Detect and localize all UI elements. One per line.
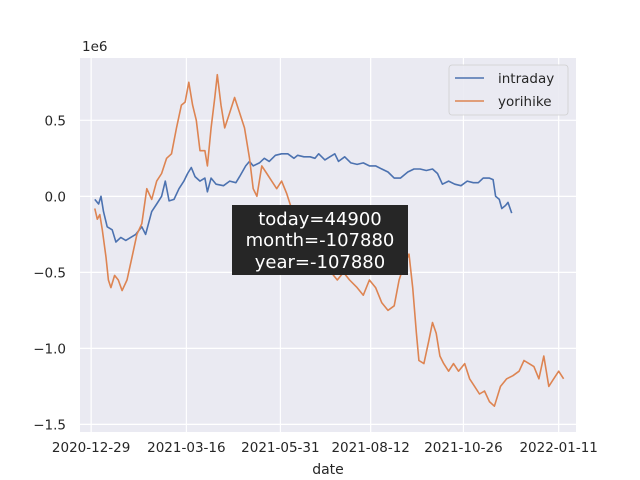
stats-annotation: today=44900 month=-107880 year=-107880 xyxy=(232,205,408,275)
y-tick-label: −0.5 xyxy=(33,265,66,281)
tick-labels: 2020-12-29 2021-03-16 2021-05-31 2021-08-12… xyxy=(33,113,598,456)
x-axis-title: date xyxy=(312,462,344,478)
x-tick-label: 2021-08-12 xyxy=(331,440,409,456)
x-tick-label: 2021-03-16 xyxy=(147,440,225,456)
legend: intraday yorihike xyxy=(448,64,569,116)
annotation-box xyxy=(232,205,408,275)
y-tick-label: −1.5 xyxy=(33,417,66,433)
legend-label-yorihike: yorihike xyxy=(498,94,552,110)
annotation-line-year: year=-107880 xyxy=(255,252,385,273)
y-tick-label: 0.0 xyxy=(45,189,66,205)
x-tick-label: 2021-10-26 xyxy=(424,440,502,456)
y-tick-label: −1.0 xyxy=(33,341,66,357)
x-tick-label: 2022-01-11 xyxy=(519,440,597,456)
annotation-line-today: today=44900 xyxy=(258,209,382,230)
x-tick-label: 2020-12-29 xyxy=(52,440,130,456)
legend-label-intraday: intraday xyxy=(498,71,554,87)
x-tick-label: 2021-05-31 xyxy=(241,440,319,456)
y-tick-label: 0.5 xyxy=(45,113,66,129)
annotation-line-month: month=-107880 xyxy=(246,230,395,251)
y-offset-label: 1e6 xyxy=(82,39,107,55)
series-line-intraday xyxy=(94,153,513,243)
